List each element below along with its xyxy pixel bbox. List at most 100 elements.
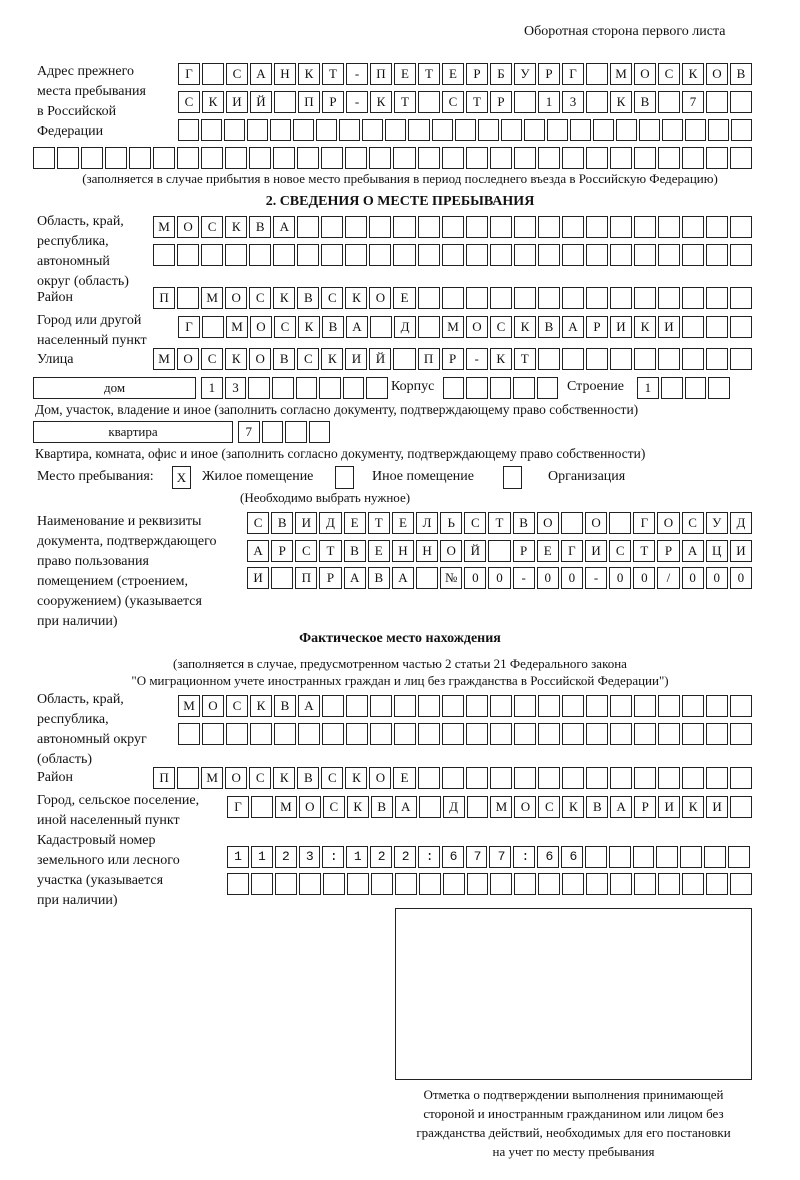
char-cell[interactable] [537,767,560,789]
char-cell[interactable]: Г [633,512,656,534]
char-cell[interactable] [274,873,297,895]
char-cell[interactable] [224,119,246,141]
char-cell[interactable]: О [369,287,392,309]
char-cell[interactable] [465,147,488,169]
char-cell[interactable] [514,873,537,895]
char-cell[interactable] [586,723,608,745]
char-cell[interactable]: Т [322,63,344,85]
char-cell[interactable]: 0 [488,567,511,589]
char-cell[interactable] [730,873,752,895]
char-cell[interactable] [225,147,248,169]
char-cell[interactable] [562,873,585,895]
char-cell[interactable]: К [273,767,296,789]
char-cell[interactable] [321,216,344,238]
char-cell[interactable] [339,119,361,141]
char-cell[interactable] [706,216,729,238]
char-cell[interactable] [490,873,513,895]
char-cell[interactable]: С [295,540,318,562]
char-cell[interactable] [682,723,704,745]
char-cell[interactable] [634,723,656,745]
char-cell[interactable]: О [249,348,272,370]
char-cell[interactable]: О [440,540,463,562]
char-cell[interactable] [682,348,705,370]
char-cell[interactable]: А [250,63,272,85]
char-cell[interactable]: С [274,316,296,338]
char-cell[interactable]: О [536,512,559,534]
char-cell[interactable] [610,723,632,745]
char-cell[interactable]: П [153,767,176,789]
char-cell[interactable] [657,348,681,370]
char-cell[interactable]: Л [415,512,439,534]
char-cell[interactable] [586,63,608,85]
char-cell[interactable] [417,846,440,868]
char-cell[interactable] [513,767,536,789]
char-cell[interactable]: Е [393,767,416,789]
char-cell[interactable] [561,244,584,266]
char-cell[interactable]: Й [464,540,487,562]
char-cell[interactable] [385,119,407,141]
char-cell[interactable] [153,244,176,266]
char-cell[interactable] [592,119,614,141]
char-cell[interactable]: Т [633,540,656,562]
char-cell[interactable] [682,244,705,266]
char-cell[interactable] [274,723,296,745]
char-cell[interactable]: Т [466,91,488,113]
char-cell[interactable]: М [153,216,176,238]
char-cell[interactable]: А [681,540,704,562]
char-cell[interactable] [490,695,512,717]
char-cell[interactable] [490,723,512,745]
char-cell[interactable] [706,348,729,370]
char-cell[interactable] [657,767,681,789]
char-cell[interactable] [394,846,416,868]
char-cell[interactable] [273,147,296,169]
char-cell[interactable]: К [345,767,368,789]
char-cell[interactable] [562,695,584,717]
char-cell[interactable]: О [369,767,392,789]
char-cell[interactable]: - [346,63,368,85]
char-cell[interactable] [561,147,584,169]
char-cell[interactable] [370,316,392,338]
char-cell[interactable] [466,377,488,399]
char-cell[interactable] [441,147,464,169]
char-cell[interactable]: В [586,796,609,818]
char-cell[interactable]: Е [394,63,416,85]
char-cell[interactable]: О [466,316,488,338]
char-cell[interactable] [298,723,320,745]
char-cell[interactable] [609,147,632,169]
char-cell[interactable] [322,723,344,745]
char-cell[interactable]: В [322,316,344,338]
char-cell[interactable] [682,216,705,238]
char-cell[interactable] [657,147,680,169]
char-cell[interactable] [271,567,294,589]
char-cell[interactable]: В [249,216,272,238]
char-cell[interactable]: К [345,287,368,309]
char-cell[interactable] [270,119,292,141]
char-cell[interactable] [322,846,345,868]
char-cell[interactable] [585,767,608,789]
apartment-cells[interactable]: 7 [238,421,330,443]
char-cell[interactable] [362,119,384,141]
char-cell[interactable] [569,119,591,141]
char-cell[interactable]: О [634,63,656,85]
char-cell[interactable]: 1 [538,91,560,113]
char-cell[interactable] [261,421,283,443]
char-cell[interactable]: Г [560,540,583,562]
char-cell[interactable] [202,63,224,85]
char-cell[interactable]: В [297,767,320,789]
char-cell[interactable]: Р [634,796,657,818]
char-cell[interactable] [729,147,752,169]
char-cell[interactable]: Е [393,287,416,309]
char-cell[interactable] [489,147,512,169]
organization-checkbox[interactable] [503,466,522,489]
char-cell[interactable]: 3 [562,91,584,113]
char-cell[interactable]: К [370,91,392,113]
char-cell[interactable] [633,216,656,238]
char-cell[interactable] [346,723,368,745]
char-cell[interactable]: 0 [633,567,656,589]
char-cell[interactable]: № [440,567,463,589]
char-cell[interactable] [562,723,584,745]
char-cell[interactable] [226,723,248,745]
char-cell[interactable] [661,119,684,141]
